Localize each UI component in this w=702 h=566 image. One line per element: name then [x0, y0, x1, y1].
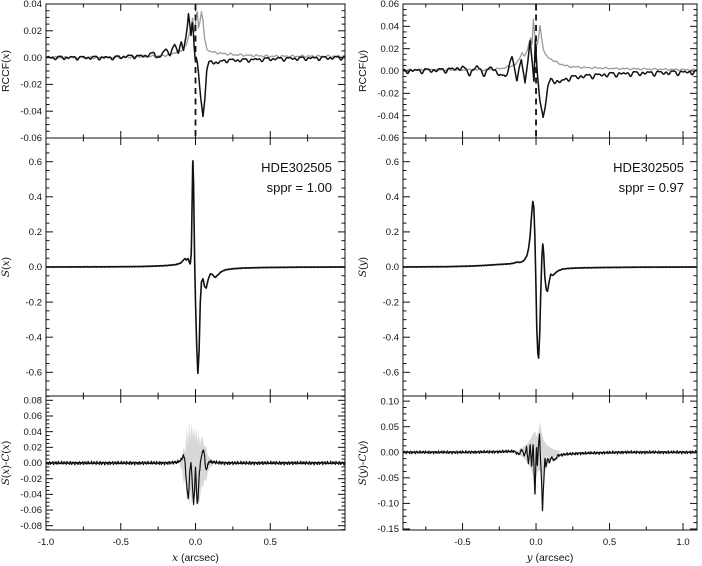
shift-x-ytick-label: -0.2	[26, 297, 42, 308]
residual-y-ytick-label: -0.05	[377, 473, 399, 484]
residual-y-xtick-label: -0.5	[454, 537, 470, 548]
residual-y-ytick-label: -0.10	[377, 499, 399, 510]
shift-y-ytick-label: -0.4	[383, 332, 399, 343]
shift-y-ytick-label: 0.6	[386, 157, 399, 168]
residual-y-uncertainty-band	[518, 421, 560, 516]
rccf-x-ytick-label: 0.02	[24, 26, 43, 37]
shift-x-ytick-label: -0.4	[26, 332, 42, 343]
shift-x-ytick-label: 0.6	[29, 157, 42, 168]
rccf-y-ytick-label: 0.04	[381, 22, 400, 33]
residual-x-ytick-label: 0.06	[24, 411, 43, 422]
panel-residual-x: 0.08 0.06 0.04 0.02 0.00 -0.02 -0.04 -0.06 -0.08…	[0, 395, 346, 564]
residual-y-frame	[402, 395, 698, 531]
shift-x-star-name: HDE302505	[261, 160, 332, 175]
residual-x-ytick-label: 0.08	[24, 396, 43, 407]
panel-rccf-x: 0.04 0.02 0.00 -0.02 -0.04 -0.06 RCCF(x)	[0, 0, 346, 144]
rccf-y-ytick-label: 0.02	[381, 44, 400, 55]
rccf-y-ylabel: RCCF(y)	[357, 50, 369, 92]
residual-x-ytick-label: 0.04	[24, 427, 43, 438]
shift-x-ticks	[46, 138, 345, 396]
shift-x-ytick-label: 0.2	[29, 227, 42, 238]
shift-x-ytick-label: 0.4	[29, 192, 42, 203]
residual-y-ytick-label: -0.15	[377, 524, 399, 535]
shift-x-ytick-label: -0.6	[26, 368, 42, 379]
residual-x-ylabel: S(x)-C(x)	[0, 441, 12, 486]
residual-x-residual-curve	[46, 449, 345, 506]
residual-x-xtick-label: 0.5	[264, 537, 277, 548]
residual-x-ytick-label: -0.02	[20, 474, 42, 485]
panel-shift-y: 0.6 0.4 0.2 0.0 -0.2 -0.4 -0.6 S(y) HDE302505 spp…	[357, 137, 698, 397]
residual-x-ytick-label: 0.00	[24, 458, 43, 469]
shift-x-ytick-label: 0.0	[29, 262, 42, 273]
rccf-y-ytick-label: 0.06	[381, 0, 400, 10]
shift-y-ytick-label: -0.6	[383, 368, 399, 379]
rccf-y-rccf-curve	[403, 38, 697, 119]
residual-y-xtick-label: 0.5	[603, 537, 616, 548]
residual-y-ytick-label: 0.05	[381, 422, 400, 433]
shift-y-sppr-value: sppr = 0.97	[619, 180, 684, 195]
residual-x-ytick-label: -0.06	[20, 505, 42, 516]
residual-y-ticks	[403, 396, 697, 530]
shift-y-shift-function-curve	[403, 200, 697, 359]
rccf-y-ytick-label: -0.06	[377, 133, 399, 144]
residual-y-residual-curve	[403, 433, 697, 512]
panel-shift-x: 0.6 0.4 0.2 0.0 -0.2 -0.4 -0.6 S(x) HDE302505 spp…	[0, 137, 346, 397]
residual-y-ylabel: S(y)-C(y)	[357, 441, 369, 486]
shift-x-sppr-value: sppr = 1.00	[267, 180, 332, 195]
rccf-x-ytick-label: 0.00	[24, 53, 43, 64]
residual-x-ytick-label: 0.02	[24, 443, 43, 454]
rccf-y-ytick-label: -0.04	[377, 111, 399, 122]
residual-x-xtick-label: -0.5	[113, 537, 129, 548]
residual-y-xtick-label: 1.0	[676, 537, 689, 548]
shift-y-ticks	[403, 138, 697, 396]
shift-y-ytick-label: 0.0	[386, 262, 399, 273]
residual-y-ytick-label: 0.10	[381, 396, 400, 407]
rccf-x-ytick-label: -0.02	[20, 80, 42, 91]
rccf-x-ticks	[46, 4, 345, 138]
residual-x-ytick-label: -0.04	[20, 490, 42, 501]
rccf-x-ytick-label: -0.04	[20, 106, 42, 117]
panel-residual-y: 0.10 0.05 0.00 -0.05 -0.10 -0.15 S(y)-C(y) -0.5…	[357, 395, 698, 564]
rccf-y-ticks	[403, 4, 697, 138]
residual-x-xtick-label: -1.0	[38, 537, 54, 548]
residual-y-xtick-label: 0.0	[529, 537, 542, 548]
residual-y-xlabel: y (arcsec)	[526, 552, 574, 564]
residual-x-ticks	[46, 395, 345, 531]
residual-x-xlabel: x (arcsec)	[172, 552, 219, 564]
rccf-y-ytick-label: -0.02	[377, 89, 399, 100]
rccf-x-ytick-label: -0.06	[20, 133, 42, 144]
shift-x-ylabel: S(x)	[0, 257, 12, 277]
shift-y-ylabel: S(y)	[357, 257, 369, 277]
shift-x-shift-function-curve	[46, 160, 345, 375]
shift-y-ytick-label: -0.2	[383, 297, 399, 308]
rccf-x-reference-ccf-curve	[46, 10, 345, 60]
residual-x-xtick-label: 0.0	[189, 537, 202, 548]
shift-y-star-name: HDE302505	[613, 160, 684, 175]
rccf-y-reference-ccf-curve	[403, 18, 697, 72]
rccf-y-ytick-label: 0.00	[381, 66, 400, 77]
shift-y-ytick-label: 0.4	[386, 192, 399, 203]
residual-x-ytick-label: -0.08	[20, 521, 42, 532]
rccf-x-ytick-label: 0.04	[24, 0, 43, 10]
rccf-x-ylabel: RCCF(x)	[0, 50, 12, 92]
residual-x-uncertainty-band	[179, 421, 213, 507]
shift-y-ytick-label: 0.2	[386, 227, 399, 238]
residual-y-ytick-label: 0.00	[381, 447, 400, 458]
